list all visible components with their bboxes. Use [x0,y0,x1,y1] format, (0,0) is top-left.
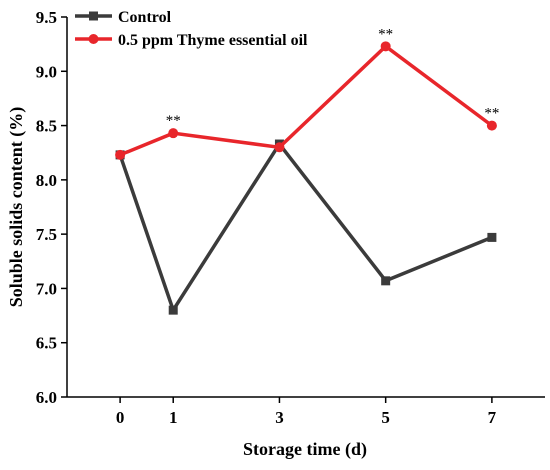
series-thyme [115,41,497,160]
y-axis-title: Soluble solids content (%) [6,107,27,308]
legend-marker-circle [88,34,99,44]
series-line [119,44,493,157]
annotation-layer: ** ** ** [166,26,500,129]
series-line [118,140,493,315]
significance-annotation: ** [378,26,393,42]
data-point-square [168,305,178,315]
x-tick-label: 1 [169,408,178,427]
axes [66,17,545,398]
significance-annotation: ** [166,113,181,129]
data-point-square [487,232,497,242]
data-point-circle [380,41,391,52]
y-tick-label: 6.5 [36,334,57,353]
legend-label: 0.5 ppm Thyme essential oil [118,32,308,49]
legend: Control 0.5 ppm Thyme essential oil [75,9,308,49]
data-point-circle [115,149,126,160]
series-layer [115,41,497,315]
data-point-square [381,276,391,286]
y-tick-label: 7.5 [36,225,57,244]
y-tick-label: 9.5 [36,8,57,27]
x-tick-label: 5 [381,408,390,427]
data-point-circle [274,142,285,153]
x-tick-label: 7 [488,408,497,427]
legend-marker-square [89,11,98,21]
y-tick-label: 9.0 [36,62,57,81]
y-tick-label: 8.0 [36,171,57,190]
y-tick-label: 7.0 [36,279,57,298]
series-control [115,139,497,315]
x-axis-title: Storage time (d) [243,439,367,460]
legend-item: 0.5 ppm Thyme essential oil [75,32,308,49]
y-tick-label: 8.5 [36,117,57,136]
y-tick-label: 6.0 [36,388,57,407]
legend-item: Control [75,9,172,26]
data-point-circle [486,120,497,131]
x-tick-label: 0 [116,408,125,427]
x-tick-label: 3 [275,408,284,427]
legend-label: Control [118,9,172,26]
significance-annotation: ** [484,106,499,122]
ticks: 6.0 6.5 7.0 7.5 8.0 8.5 9.0 9.5 0 1 3 5 7 [36,8,497,427]
data-point-circle [168,128,179,139]
